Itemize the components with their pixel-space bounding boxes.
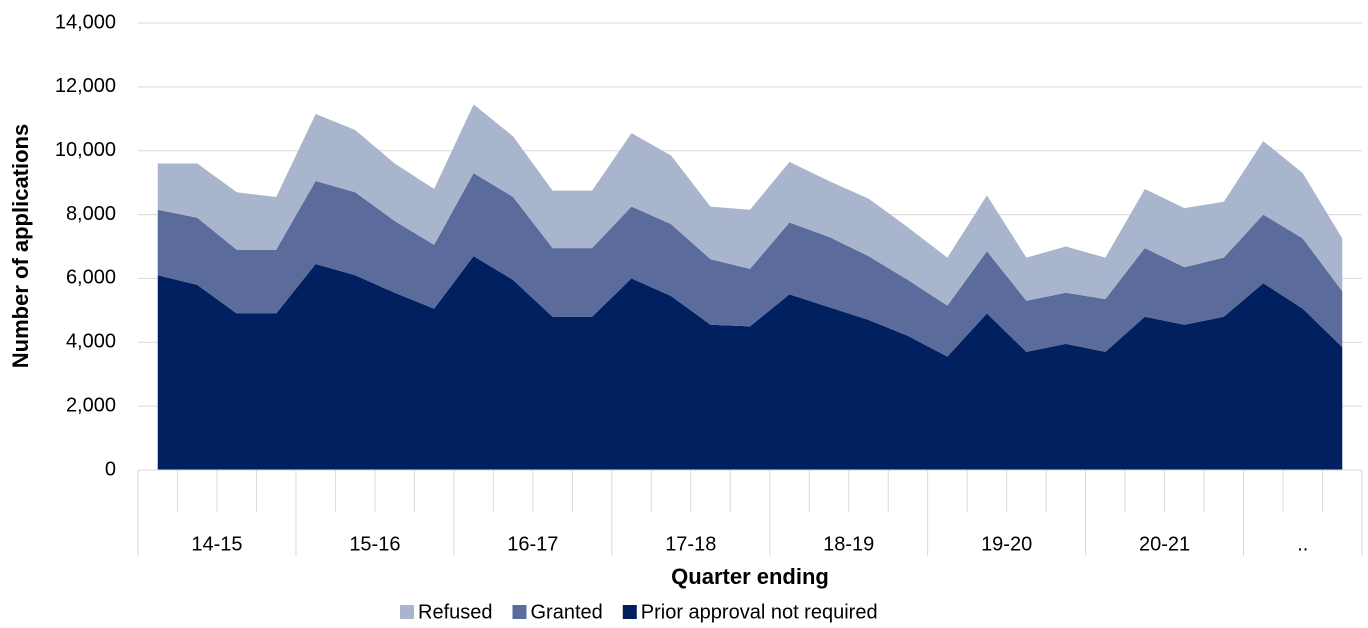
- legend-swatch: [622, 605, 637, 619]
- x-group-label: 16-17: [507, 533, 558, 555]
- x-axis-title: Quarter ending: [671, 564, 829, 589]
- y-tick-label: 8,000: [66, 203, 116, 225]
- y-tick-label: 6,000: [66, 267, 116, 289]
- legend-label: Refused: [418, 601, 493, 623]
- y-tick-label: 14,000: [55, 11, 116, 33]
- x-group-label: 20-21: [1139, 533, 1190, 555]
- area: [157, 173, 1343, 357]
- x-group-label: 17-18: [665, 533, 716, 555]
- legend-label: Prior approval not required: [641, 601, 878, 623]
- x-group-label: ..: [1297, 533, 1308, 555]
- x-group-label: 19-20: [981, 533, 1032, 555]
- x-group-label: 18-19: [823, 533, 874, 555]
- y-tick-label: 4,000: [66, 331, 116, 353]
- area: [157, 104, 1343, 306]
- y-tick-label: 2,000: [66, 394, 116, 416]
- area: [157, 256, 1343, 470]
- x-group-label: 14-15: [191, 533, 242, 555]
- legend-swatch: [512, 605, 527, 619]
- legend-label: Granted: [531, 601, 603, 623]
- y-tick-label: 12,000: [55, 75, 116, 97]
- y-axis-title: Number of applications: [8, 124, 33, 368]
- y-tick-label: 10,000: [55, 139, 116, 161]
- legend-swatch: [400, 605, 414, 619]
- x-group-label: 15-16: [349, 533, 400, 555]
- y-tick-label: 0: [105, 458, 116, 480]
